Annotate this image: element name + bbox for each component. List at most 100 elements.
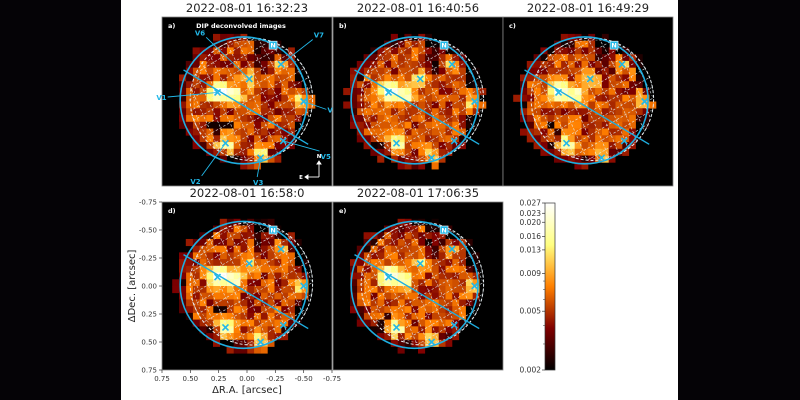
heatmap-pixel: [540, 81, 548, 89]
heatmap-pixel: [390, 33, 398, 41]
heatmap-pixel: [185, 101, 193, 109]
heatmap-pixel: [356, 319, 364, 327]
heatmap-pixel: [384, 265, 392, 273]
heatmap-pixel: [240, 47, 248, 55]
heatmap-pixel: [554, 121, 562, 129]
heatmap-pixel: [574, 108, 582, 116]
heatmap-pixel: [377, 155, 385, 163]
heatmap-pixel: [179, 272, 187, 280]
heatmap-pixel: [370, 135, 378, 143]
heatmap-pixel: [424, 333, 432, 341]
heatmap-pixel: [567, 155, 575, 163]
heatmap-pixel: [635, 67, 643, 75]
heatmap-pixel: [247, 252, 255, 260]
heatmap-pixel: [445, 47, 453, 55]
heatmap-pixel: [179, 108, 187, 116]
heatmap-pixel: [438, 259, 446, 267]
longitude-line: [530, 38, 584, 161]
heatmap-pixel: [247, 67, 255, 75]
heatmap-pixel: [458, 286, 466, 294]
heatmap-pixel: [287, 81, 295, 89]
heatmap-pixel: [287, 259, 295, 267]
heatmap-pixel: [247, 121, 255, 129]
heatmap-pixel: [226, 339, 234, 347]
heatmap-pixel: [594, 74, 602, 82]
heatmap-pixel: [350, 286, 358, 294]
heatmap-pixel: [226, 142, 234, 150]
heatmap-pixel: [438, 54, 446, 62]
heatmap-pixel: [445, 259, 453, 267]
heatmap-pixel: [438, 232, 446, 240]
heatmap-pixel: [574, 40, 582, 48]
heatmap-pixel: [452, 115, 460, 123]
heatmap-pixel: [267, 135, 275, 143]
heatmap-pixel: [199, 128, 207, 136]
heatmap-pixel: [240, 54, 248, 62]
heatmap-pixel: [294, 115, 302, 123]
volcano-label-v6: V6: [195, 29, 205, 37]
heatmap-pixel: [233, 225, 241, 233]
heatmap-pixel: [384, 155, 392, 163]
heatmap-pixel: [253, 87, 261, 96]
heatmap-pixel: [267, 108, 275, 116]
x-tick-label: -0.50: [295, 375, 313, 383]
heatmap-pixel: [418, 67, 426, 75]
heatmap-pixel: [452, 142, 460, 150]
heatmap-pixel: [267, 333, 275, 341]
heatmap-pixel: [567, 81, 575, 89]
heatmap-pixel: [540, 115, 548, 123]
heatmap-pixel: [622, 67, 630, 75]
heatmap-pixel: [240, 162, 248, 170]
heatmap-pixel: [438, 252, 446, 260]
heatmap-pixel: [390, 47, 398, 55]
heatmap-pixel: [445, 339, 453, 347]
heatmap-pixel: [377, 54, 385, 62]
heatmap-pixel: [418, 346, 426, 354]
y-tick-label: 0.25: [141, 311, 157, 319]
heatmap-pixel: [219, 286, 227, 294]
heatmap-pixel: [628, 128, 636, 136]
heatmap-pixel: [199, 259, 207, 267]
heatmap-pixel: [213, 60, 221, 69]
heatmap-pixel: [287, 252, 295, 260]
heatmap-pixel: [601, 87, 609, 96]
heatmap-pixel: [431, 128, 439, 136]
heatmap-pixel: [350, 94, 358, 102]
heatmap-pixel: [581, 135, 589, 143]
heatmap-pixel: [574, 94, 582, 102]
x-axis-label: ΔR.A. [arcsec]: [212, 385, 282, 396]
heatmap-pixel: [240, 245, 248, 253]
north-pole-marker: [439, 225, 449, 235]
heatmap-pixel: [213, 40, 221, 48]
heatmap-pixel: [615, 108, 623, 116]
heatmap-pixel: [418, 312, 426, 320]
heatmap-pixel: [404, 333, 412, 341]
heatmap-pixel: [594, 81, 602, 89]
heatmap-pixel: [219, 33, 227, 41]
heatmap-pixels: [179, 33, 316, 170]
heatmap-pixel: [247, 339, 255, 347]
heatmap-pixel: [281, 67, 289, 75]
volcano-marker-v7: [618, 60, 626, 68]
heatmap-pixel: [281, 115, 289, 123]
colorbar-tick-label: 0.016: [520, 232, 542, 241]
heatmap-pixel: [206, 128, 214, 136]
heatmap-pixel: [431, 265, 439, 273]
heatmap-pixel: [206, 60, 214, 69]
heatmap-pixel: [526, 101, 534, 109]
marker-x-stroke: [300, 282, 308, 290]
heatmap-pixel: [567, 142, 575, 150]
heatmap-pixel: [390, 245, 398, 253]
heatmap-pixel: [356, 60, 364, 69]
heatmap-pixel: [356, 67, 364, 75]
heatmap-pixel: [397, 148, 405, 156]
heatmap-pixel: [411, 299, 419, 307]
heatmap-pixel: [431, 259, 439, 267]
heatmap-pixel: [219, 108, 227, 116]
heatmap-pixel: [411, 279, 419, 287]
heatmap-pixel: [452, 299, 460, 307]
marker-x-stroke: [384, 88, 393, 97]
heatmap-pixel: [628, 81, 636, 89]
heatmap-pixel: [418, 162, 426, 170]
heatmap-pixel: [601, 47, 609, 55]
